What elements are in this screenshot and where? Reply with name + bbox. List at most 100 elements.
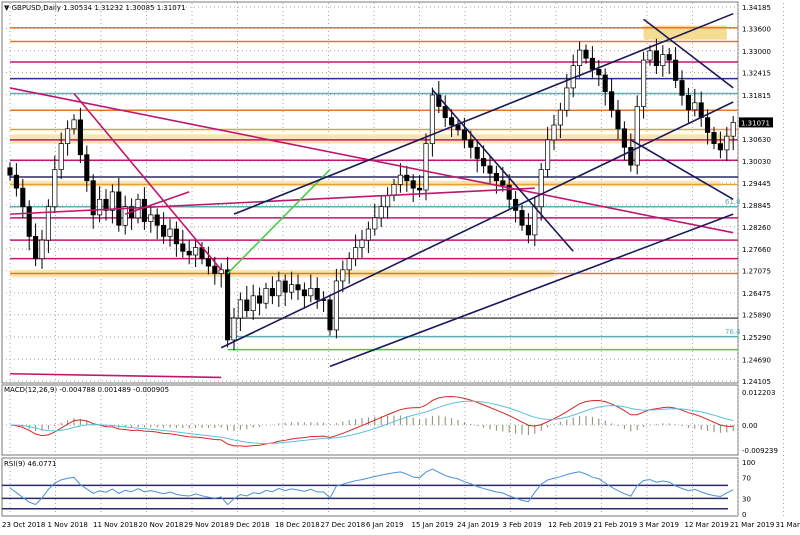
candle (257, 295, 263, 304)
y-tick-label: 1.28845 (742, 202, 771, 210)
candle (717, 143, 723, 151)
candle (506, 184, 512, 200)
candle (314, 288, 320, 300)
candle (493, 172, 499, 182)
candle (372, 217, 378, 230)
candle (237, 299, 243, 319)
candle (33, 236, 39, 260)
last-price-label: 1.31071 (741, 119, 770, 127)
candle (365, 228, 371, 241)
candle (282, 280, 288, 293)
candle (167, 228, 173, 237)
macd-tick-label: 0.00 (742, 422, 758, 430)
y-tick-label: 1.26475 (742, 290, 771, 298)
candle (212, 265, 218, 274)
y-tick-label: 1.30630 (742, 136, 771, 144)
y-tick-label: 1.31815 (742, 92, 771, 100)
candle (429, 94, 435, 144)
candle (391, 184, 397, 196)
candle (90, 180, 96, 216)
candle (692, 102, 698, 111)
candle (327, 299, 333, 331)
candle (461, 129, 467, 141)
x-tick-label: 24 Jan 2019 (457, 521, 499, 529)
candle (109, 191, 115, 211)
candle (621, 128, 627, 148)
trendline (9, 87, 734, 234)
candle (647, 50, 653, 61)
y-tick-label: 1.24105 (742, 378, 771, 386)
sr-zone (10, 134, 734, 144)
rsi-tick-label: 0 (742, 511, 746, 519)
candle (154, 214, 160, 226)
candle (13, 174, 19, 189)
y-tick-label: 1.30030 (742, 158, 771, 166)
candle (161, 224, 167, 237)
candle (500, 180, 506, 186)
candle (308, 288, 314, 297)
trendline (227, 169, 331, 275)
x-tick-label: 23 Oct 2018 (2, 521, 45, 529)
candle (538, 169, 544, 208)
candle (180, 243, 186, 252)
y-tick-label: 1.27075 (742, 268, 771, 276)
candle (45, 206, 51, 241)
candle (301, 289, 307, 297)
trendline (124, 191, 190, 215)
y-tick-label: 1.25290 (742, 334, 771, 342)
candle (218, 269, 224, 274)
y-tick-label: 1.33000 (742, 48, 771, 56)
candle (410, 180, 416, 189)
trendline (329, 213, 734, 368)
candle (186, 250, 192, 256)
macd-header: MACD(12,26,9) -0.004788 0.001489 -0.0009… (4, 386, 169, 394)
x-tick-label: 1 Nov 2018 (48, 521, 88, 529)
candle (205, 258, 211, 267)
candle (698, 102, 704, 118)
candle (724, 135, 730, 151)
x-tick-label: 29 Nov 2018 (184, 521, 229, 529)
candle (641, 59, 647, 107)
candle (685, 94, 691, 111)
candle (519, 210, 525, 226)
x-tick-label: 3 Mar 2019 (639, 521, 679, 529)
x-tick-label: 15 Jan 2019 (412, 521, 454, 529)
fib-label: 61.8 (725, 198, 741, 206)
candle (615, 109, 621, 130)
trendline (431, 89, 574, 252)
candle (609, 91, 615, 111)
candle (276, 280, 282, 297)
rsi-header: RSI(9) 46.0771 (4, 460, 56, 468)
candle (589, 57, 595, 70)
rsi-tick-label: 30 (742, 495, 751, 503)
trendline (630, 139, 734, 200)
trendline (643, 18, 734, 89)
candle (173, 228, 179, 245)
candle (653, 50, 659, 67)
candle (340, 269, 346, 282)
trendline (9, 372, 222, 379)
candle (244, 299, 250, 312)
candle (634, 106, 640, 166)
macd-signal-line (9, 400, 734, 444)
candle (564, 87, 570, 111)
candle (455, 124, 461, 131)
macd-tick-label: 0.012203 (742, 389, 775, 397)
candle (397, 174, 403, 185)
candle (583, 49, 589, 59)
x-tick-label: 18 Dec 2018 (275, 521, 320, 529)
last-price-badge (739, 117, 773, 128)
candle (481, 158, 487, 167)
candle (679, 80, 685, 96)
candle (545, 139, 551, 170)
candle (487, 165, 493, 174)
candle (705, 117, 711, 133)
candle (52, 169, 58, 208)
y-tick-label: 1.28260 (742, 224, 771, 232)
candle (711, 132, 717, 144)
candle (404, 174, 410, 182)
panel-frame-2 (1, 457, 739, 517)
candle (378, 206, 384, 219)
